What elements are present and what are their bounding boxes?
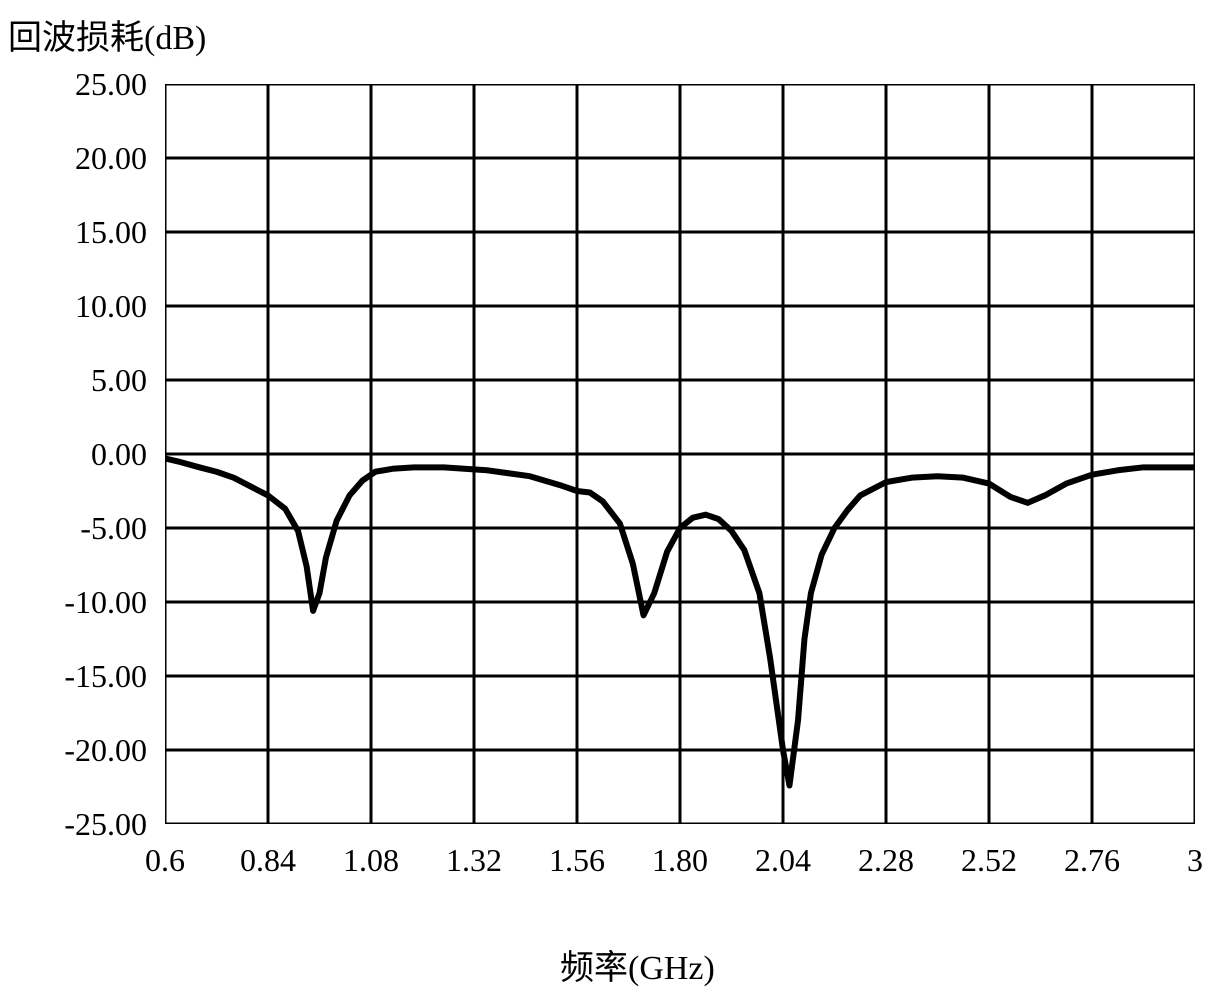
ytick-label: -20.00 xyxy=(0,732,147,769)
ytick-label: -10.00 xyxy=(0,584,147,621)
xtick-label: 3 xyxy=(1140,842,1232,879)
xtick-label: 0.84 xyxy=(213,842,323,879)
chart-page: 回波损耗(dB) 频率(GHz) 25.00 20.00 15.00 10.00 5.0… xyxy=(0,0,1232,1000)
x-axis-title: 频率(GHz) xyxy=(560,940,715,989)
ytick-label: 15.00 xyxy=(0,214,147,251)
xtick-label: 1.80 xyxy=(625,842,735,879)
chart-svg xyxy=(165,84,1195,824)
ytick-label: 25.00 xyxy=(0,66,147,103)
xtick-label: 2.04 xyxy=(728,842,838,879)
ytick-label: -15.00 xyxy=(0,658,147,695)
y-axis-title: 回波损耗(dB) xyxy=(8,10,206,59)
ytick-label: 0.00 xyxy=(0,436,147,473)
ytick-label: -25.00 xyxy=(0,806,147,843)
plot-area xyxy=(165,84,1195,824)
ytick-label: 5.00 xyxy=(0,362,147,399)
ytick-label: -5.00 xyxy=(0,510,147,547)
xtick-label: 2.28 xyxy=(831,842,941,879)
ytick-label: 20.00 xyxy=(0,140,147,177)
xtick-label: 1.32 xyxy=(419,842,529,879)
ytick-label: 10.00 xyxy=(0,288,147,325)
xtick-label: 2.52 xyxy=(934,842,1044,879)
xtick-label: 2.76 xyxy=(1037,842,1147,879)
xtick-label: 1.08 xyxy=(316,842,426,879)
xtick-label: 1.56 xyxy=(522,842,632,879)
xtick-label: 0.6 xyxy=(110,842,220,879)
